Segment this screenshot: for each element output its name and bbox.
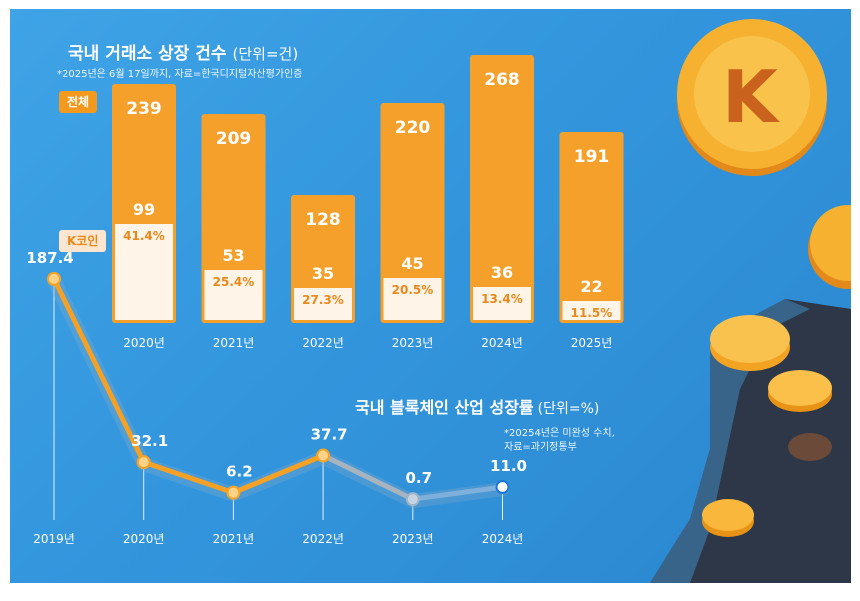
line-x-label: 2019년 bbox=[33, 532, 75, 546]
line-segment bbox=[410, 484, 505, 502]
bar-total-value: 209 bbox=[216, 129, 252, 149]
line-segment bbox=[51, 276, 147, 465]
line-point bbox=[316, 448, 331, 463]
bar-chart-note: *2025년은 6월 17일까지, 자료=한국디지털자산평가인증 bbox=[57, 69, 303, 80]
bar-kcoin bbox=[115, 224, 173, 320]
bar-kcoin bbox=[383, 278, 442, 320]
line-x-label: 2024년 bbox=[482, 532, 524, 546]
svg-text:K: K bbox=[722, 55, 780, 139]
bar-share-label: 11.5% bbox=[571, 306, 613, 320]
bar-kcoin-value: 36 bbox=[491, 263, 513, 282]
line-value-label: 37.7 bbox=[311, 426, 348, 444]
charts-area: 239 99 41.4% 2020년 209 53 25.4% 2021년 128 35 27.3%… bbox=[26, 55, 624, 546]
bar-kcoin-value: 35 bbox=[312, 264, 334, 283]
bar-category-label: 2022년 bbox=[302, 336, 344, 350]
infographic-panel: K 국내 거래소 상장 건수 (단위=건) *2025년은 6월 17일까지, 자… bbox=[10, 9, 851, 583]
bar-total-value: 239 bbox=[126, 99, 162, 119]
line-point bbox=[495, 480, 510, 495]
bar-kcoin bbox=[204, 270, 263, 320]
bar-total-value: 128 bbox=[305, 210, 341, 230]
line-segment bbox=[141, 459, 236, 496]
legend-kcoin: K코인 bbox=[59, 230, 107, 252]
bar-kcoin-value: 99 bbox=[133, 200, 155, 219]
line-segment bbox=[320, 453, 416, 502]
line-value-label: 0.7 bbox=[406, 469, 433, 487]
bar-category-label: 2024년 bbox=[481, 336, 523, 350]
line-x-label: 2022년 bbox=[302, 532, 344, 546]
bar-category-label: 2021년 bbox=[213, 336, 255, 350]
bar-kcoin bbox=[294, 288, 352, 320]
bar-kcoin bbox=[562, 301, 621, 320]
bar-total bbox=[559, 132, 624, 323]
bar-total bbox=[470, 55, 534, 323]
bar-kcoin-value: 45 bbox=[401, 254, 423, 273]
bar-kcoin-value: 53 bbox=[222, 246, 244, 265]
legend-total: 전체 bbox=[59, 91, 98, 113]
bar-share-label: 13.4% bbox=[481, 292, 523, 306]
coin-illustration: K bbox=[650, 19, 851, 583]
bar-category-label: 2023년 bbox=[392, 336, 434, 350]
line-point bbox=[405, 492, 420, 507]
line-chart-note: *20254년은 미완성 수치, 자료=과기정통부 bbox=[504, 428, 615, 453]
line-x-label: 2023년 bbox=[392, 532, 434, 546]
bar-category-label: 2025년 bbox=[571, 336, 613, 350]
bar-total-value: 191 bbox=[574, 147, 610, 167]
bar-chart-title: 국내 거래소 상장 건수 (단위=건) bbox=[68, 44, 299, 64]
bar-total-value: 268 bbox=[484, 70, 520, 90]
bar-total bbox=[380, 103, 445, 323]
bar-kcoin-value: 22 bbox=[580, 277, 602, 296]
bar-share-label: 20.5% bbox=[392, 283, 434, 297]
line-x-label: 2020년 bbox=[123, 532, 165, 546]
bar-category-label: 2020년 bbox=[123, 336, 165, 350]
bar-kcoin bbox=[473, 287, 531, 320]
line-point bbox=[226, 485, 241, 500]
line-point bbox=[136, 455, 151, 470]
line-value-label: 11.0 bbox=[490, 457, 527, 475]
line-value-label: 187.4 bbox=[26, 249, 73, 267]
bar-share-label: 27.3% bbox=[302, 293, 344, 307]
bar-total-value: 220 bbox=[395, 118, 431, 138]
bar-share-label: 41.4% bbox=[123, 229, 165, 243]
line-value-label: 32.1 bbox=[131, 432, 168, 450]
line-chart-title: 국내 블록체인 산업 성장률 (단위=%) bbox=[355, 398, 600, 417]
line-point bbox=[47, 271, 61, 286]
line-segment bbox=[230, 453, 326, 496]
line-value-label: 6.2 bbox=[226, 463, 253, 481]
bar-share-label: 25.4% bbox=[213, 275, 255, 289]
line-x-label: 2021년 bbox=[213, 532, 255, 546]
